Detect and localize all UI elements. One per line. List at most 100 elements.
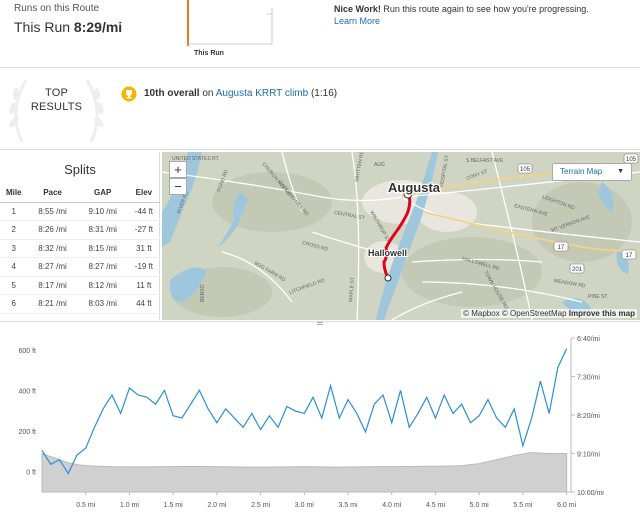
- cell-pace: 8:55 /mi: [27, 202, 78, 221]
- cell-gap: 8:03 /mi: [77, 294, 128, 314]
- cell-mile: 2: [0, 220, 28, 240]
- laurel-icon: [9, 79, 104, 143]
- distance-tick-label: 2.5 mi: [251, 502, 271, 509]
- route-history-chart: This Run: [172, 0, 282, 62]
- cell-elev: -27 ft: [127, 220, 160, 240]
- cell-pace: 8:17 /mi: [27, 276, 78, 295]
- elevation-tick-label: 0 ft: [26, 470, 36, 477]
- distance-tick-label: 4.5 mi: [426, 502, 446, 509]
- result-time: (1:16): [308, 88, 338, 99]
- distance-tick-label: 5.5 mi: [513, 502, 533, 509]
- improve-map-link[interactable]: Improve this map: [568, 309, 635, 318]
- caret-down-icon: ▼: [617, 168, 624, 175]
- col-elev: Elev: [127, 184, 160, 203]
- distance-tick-label: 4.0 mi: [382, 502, 402, 509]
- nice-work-text: Run this route again to see how you're p…: [380, 4, 589, 14]
- map-attribution: © Mapbox © OpenStreetMap Improve this ma…: [461, 309, 637, 318]
- route-shield: 105: [623, 153, 639, 164]
- this-run-prefix: This Run: [14, 19, 74, 35]
- svg-text:17: 17: [626, 253, 633, 259]
- cell-gap: 8:31 /mi: [77, 220, 128, 240]
- street-label: BENSO: [200, 284, 206, 302]
- start-marker-icon: [384, 274, 392, 282]
- distance-tick-label: 2.0 mi: [207, 502, 227, 509]
- table-row: 4 8:27 /mi 8:27 /mi -19 ft: [0, 257, 160, 277]
- pace-tick-label: 10:00/mi: [577, 490, 604, 497]
- segment-link[interactable]: Augusta KRRT climb: [215, 88, 309, 99]
- this-run-value: 8:29/mi: [73, 19, 123, 35]
- route-shields: 105 17 105 17 201: [517, 153, 639, 274]
- distance-tick-label: 1.0 mi: [120, 502, 140, 509]
- route-map[interactable]: Augusta Hallowell UNITED STATES RT POND R…: [162, 152, 640, 320]
- splits-header-row: Mile Pace GAP Elev: [0, 184, 160, 203]
- distance-tick-label: 6.0 mi: [557, 502, 577, 509]
- terrain-map-dropdown[interactable]: Terrain Map ▼: [552, 163, 632, 181]
- trophy-icon: [121, 86, 137, 107]
- svg-text:105: 105: [520, 167, 531, 173]
- elevation-pace-chart[interactable]: 600 ft 400 ft 200 ft 0 ft 6:40/mi 7:30/mi 8:20…: [0, 328, 640, 524]
- table-row: 5 8:17 /mi 8:12 /mi 11 ft: [0, 276, 160, 295]
- distance-tick-label: 3.5 mi: [339, 502, 359, 509]
- route-shield: 201: [569, 263, 585, 274]
- top-result-entry: 10th overall on Augusta KRRT climb (1:16…: [144, 88, 337, 99]
- svg-text:17: 17: [558, 245, 565, 251]
- map-lake-2: [218, 192, 248, 247]
- cell-elev: 44 ft: [127, 294, 160, 314]
- cell-mile: 3: [0, 239, 28, 258]
- attribution-text[interactable]: © Mapbox © OpenStreetMap: [463, 309, 569, 318]
- finish-flag-icon: [403, 189, 413, 199]
- route-comparison: Runs on this Route This Run 8:29/mi This…: [0, 0, 640, 68]
- city-label-augusta: Augusta: [388, 180, 441, 195]
- top-results-section: [0, 68, 640, 150]
- pace-tick-label: 9:10/mi: [577, 452, 600, 459]
- top-results-badge: TOP RESULTS: [4, 72, 109, 147]
- cell-mile: 5: [0, 276, 28, 295]
- street-label: CENTRAL ST: [334, 210, 366, 221]
- cell-elev: 31 ft: [127, 239, 160, 258]
- learn-more-link[interactable]: Learn More: [334, 16, 381, 26]
- splits-table: Mile Pace GAP Elev 1 8:55 /mi 9:10 /mi -44 …: [0, 184, 160, 314]
- map-pond-1: [598, 182, 614, 212]
- route-label: Runs on this Route: [14, 3, 100, 14]
- cell-pace: 8:27 /mi: [27, 257, 78, 277]
- svg-text:201: 201: [572, 267, 583, 273]
- elevation-pace-svg[interactable]: 600 ft 400 ft 200 ft 0 ft 6:40/mi 7:30/mi 8:20…: [0, 328, 640, 524]
- street-label: S BELFAST AVE: [466, 158, 504, 164]
- result-place: 10th overall: [144, 88, 200, 99]
- route-shield: 17: [553, 241, 569, 252]
- street-label: WHITTEN RD: [354, 152, 365, 182]
- svg-text:105: 105: [626, 157, 637, 163]
- elevation-tick-label: 400 ft: [18, 389, 36, 396]
- pace-line: [41, 348, 568, 475]
- col-gap: GAP: [77, 184, 128, 203]
- cell-pace: 8:26 /mi: [27, 220, 78, 240]
- route-shield: 17: [621, 249, 637, 260]
- table-row: 1 8:55 /mi 9:10 /mi -44 ft: [0, 202, 160, 221]
- top-results-title: TOP RESULTS: [4, 86, 109, 114]
- nice-work-message: Nice Work! Run this route again to see h…: [334, 3, 634, 27]
- cell-gap: 8:12 /mi: [77, 276, 128, 295]
- cell-mile: 6: [0, 294, 28, 314]
- distance-tick-label: 1.5 mi: [164, 502, 184, 509]
- map-lake-3: [169, 267, 206, 302]
- panel-divider[interactable]: [0, 321, 640, 327]
- cell-gap: 8:15 /mi: [77, 239, 128, 258]
- zoom-in-button[interactable]: +: [169, 161, 187, 178]
- splits-panel: Splits Mile Pace GAP Elev 1 8:55 /mi 9:10 …: [0, 152, 160, 320]
- col-pace: Pace: [27, 184, 78, 203]
- cell-elev: -44 ft: [127, 202, 160, 221]
- street-label: AUG: [374, 162, 385, 168]
- elevation-tick-label: 600 ft: [18, 348, 36, 355]
- drag-handle-icon[interactable]: [317, 322, 323, 325]
- cell-gap: 9:10 /mi: [77, 202, 128, 221]
- top-results-title-line1: TOP: [44, 87, 68, 99]
- street-label: UNITED STATES RT: [172, 156, 219, 162]
- cell-gap: 8:27 /mi: [77, 257, 128, 277]
- cell-pace: 8:21 /mi: [27, 294, 78, 314]
- route-line: [382, 190, 412, 280]
- table-row: 6 8:21 /mi 8:03 /mi 44 ft: [0, 294, 160, 314]
- nice-work-title: Nice Work!: [334, 4, 381, 14]
- zoom-out-button[interactable]: −: [169, 178, 187, 195]
- street-label: PINE ST: [588, 294, 607, 300]
- cell-pace: 8:32 /mi: [27, 239, 78, 258]
